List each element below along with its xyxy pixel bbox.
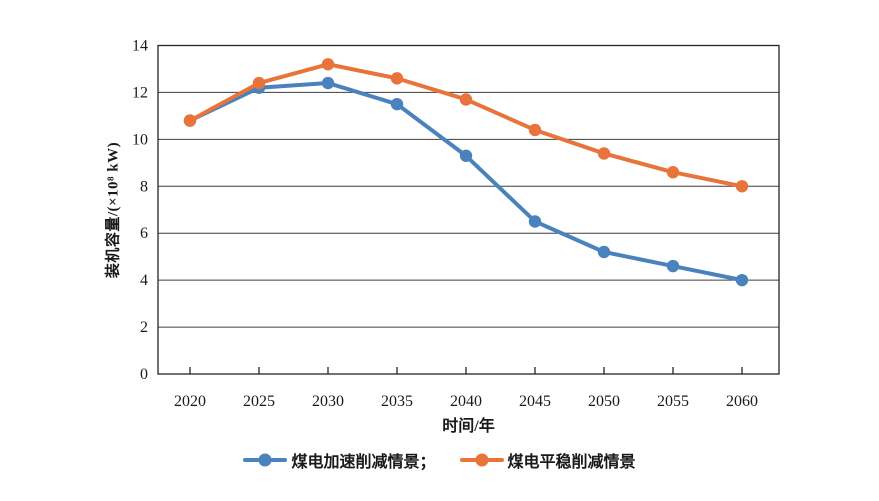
x-tick-label: 2060 xyxy=(726,393,758,410)
y-tick-label: 0 xyxy=(140,366,148,383)
x-tick-label: 2055 xyxy=(657,393,689,410)
data-point-marker xyxy=(390,72,404,85)
data-point-marker xyxy=(459,93,473,106)
legend: 煤电加速削减情景； 煤电平稳削减情景 xyxy=(0,448,879,472)
data-point-marker xyxy=(666,166,680,179)
legend-label: 煤电平稳削减情景 xyxy=(507,454,636,471)
legend-item-accelerated: 煤电加速削减情景； xyxy=(243,448,436,472)
data-point-marker xyxy=(459,149,473,162)
x-tick-label: 2050 xyxy=(588,393,620,410)
data-point-marker xyxy=(735,273,749,287)
y-tick-label: 4 xyxy=(140,272,148,289)
data-point-marker xyxy=(252,76,266,90)
data-point-marker xyxy=(321,58,335,71)
legend-dot-icon xyxy=(258,453,272,467)
data-point-marker xyxy=(597,245,611,259)
y-tick-label: 2 xyxy=(140,319,148,336)
series-line-1 xyxy=(188,62,744,189)
y-tick-label: 12 xyxy=(132,84,148,101)
data-point-marker xyxy=(735,180,749,193)
y-tick-label: 8 xyxy=(140,178,148,195)
data-point-marker xyxy=(597,147,611,160)
series-line-0 xyxy=(188,81,744,283)
y-tick-label: 6 xyxy=(140,225,148,242)
y-tick-label: 10 xyxy=(132,131,148,148)
x-tick-label: 2040 xyxy=(450,393,482,410)
legend-line-icon xyxy=(459,453,504,467)
legend-line-icon xyxy=(243,453,288,467)
data-point-marker xyxy=(528,123,542,137)
x-tick-label: 2045 xyxy=(519,393,551,410)
x-tick-label: 2035 xyxy=(381,393,413,410)
data-point-marker xyxy=(528,215,542,228)
x-tick-label: 2020 xyxy=(174,393,206,410)
y-axis-title: 装机容量/(×10⁸ kW) xyxy=(105,141,122,279)
legend-item-steady: 煤电平稳削减情景 xyxy=(459,448,636,472)
y-tick-label: 14 xyxy=(132,38,148,55)
legend-dot-icon xyxy=(475,453,488,467)
legend-label: 煤电加速削减情景； xyxy=(291,454,436,471)
x-tick-label: 2030 xyxy=(312,393,344,410)
data-point-marker xyxy=(321,76,335,90)
data-point-marker xyxy=(183,114,197,127)
data-point-marker xyxy=(390,97,404,111)
x-axis-title: 时间/年 xyxy=(442,418,495,435)
x-tick-label: 2025 xyxy=(243,393,275,410)
data-point-marker xyxy=(666,259,680,273)
